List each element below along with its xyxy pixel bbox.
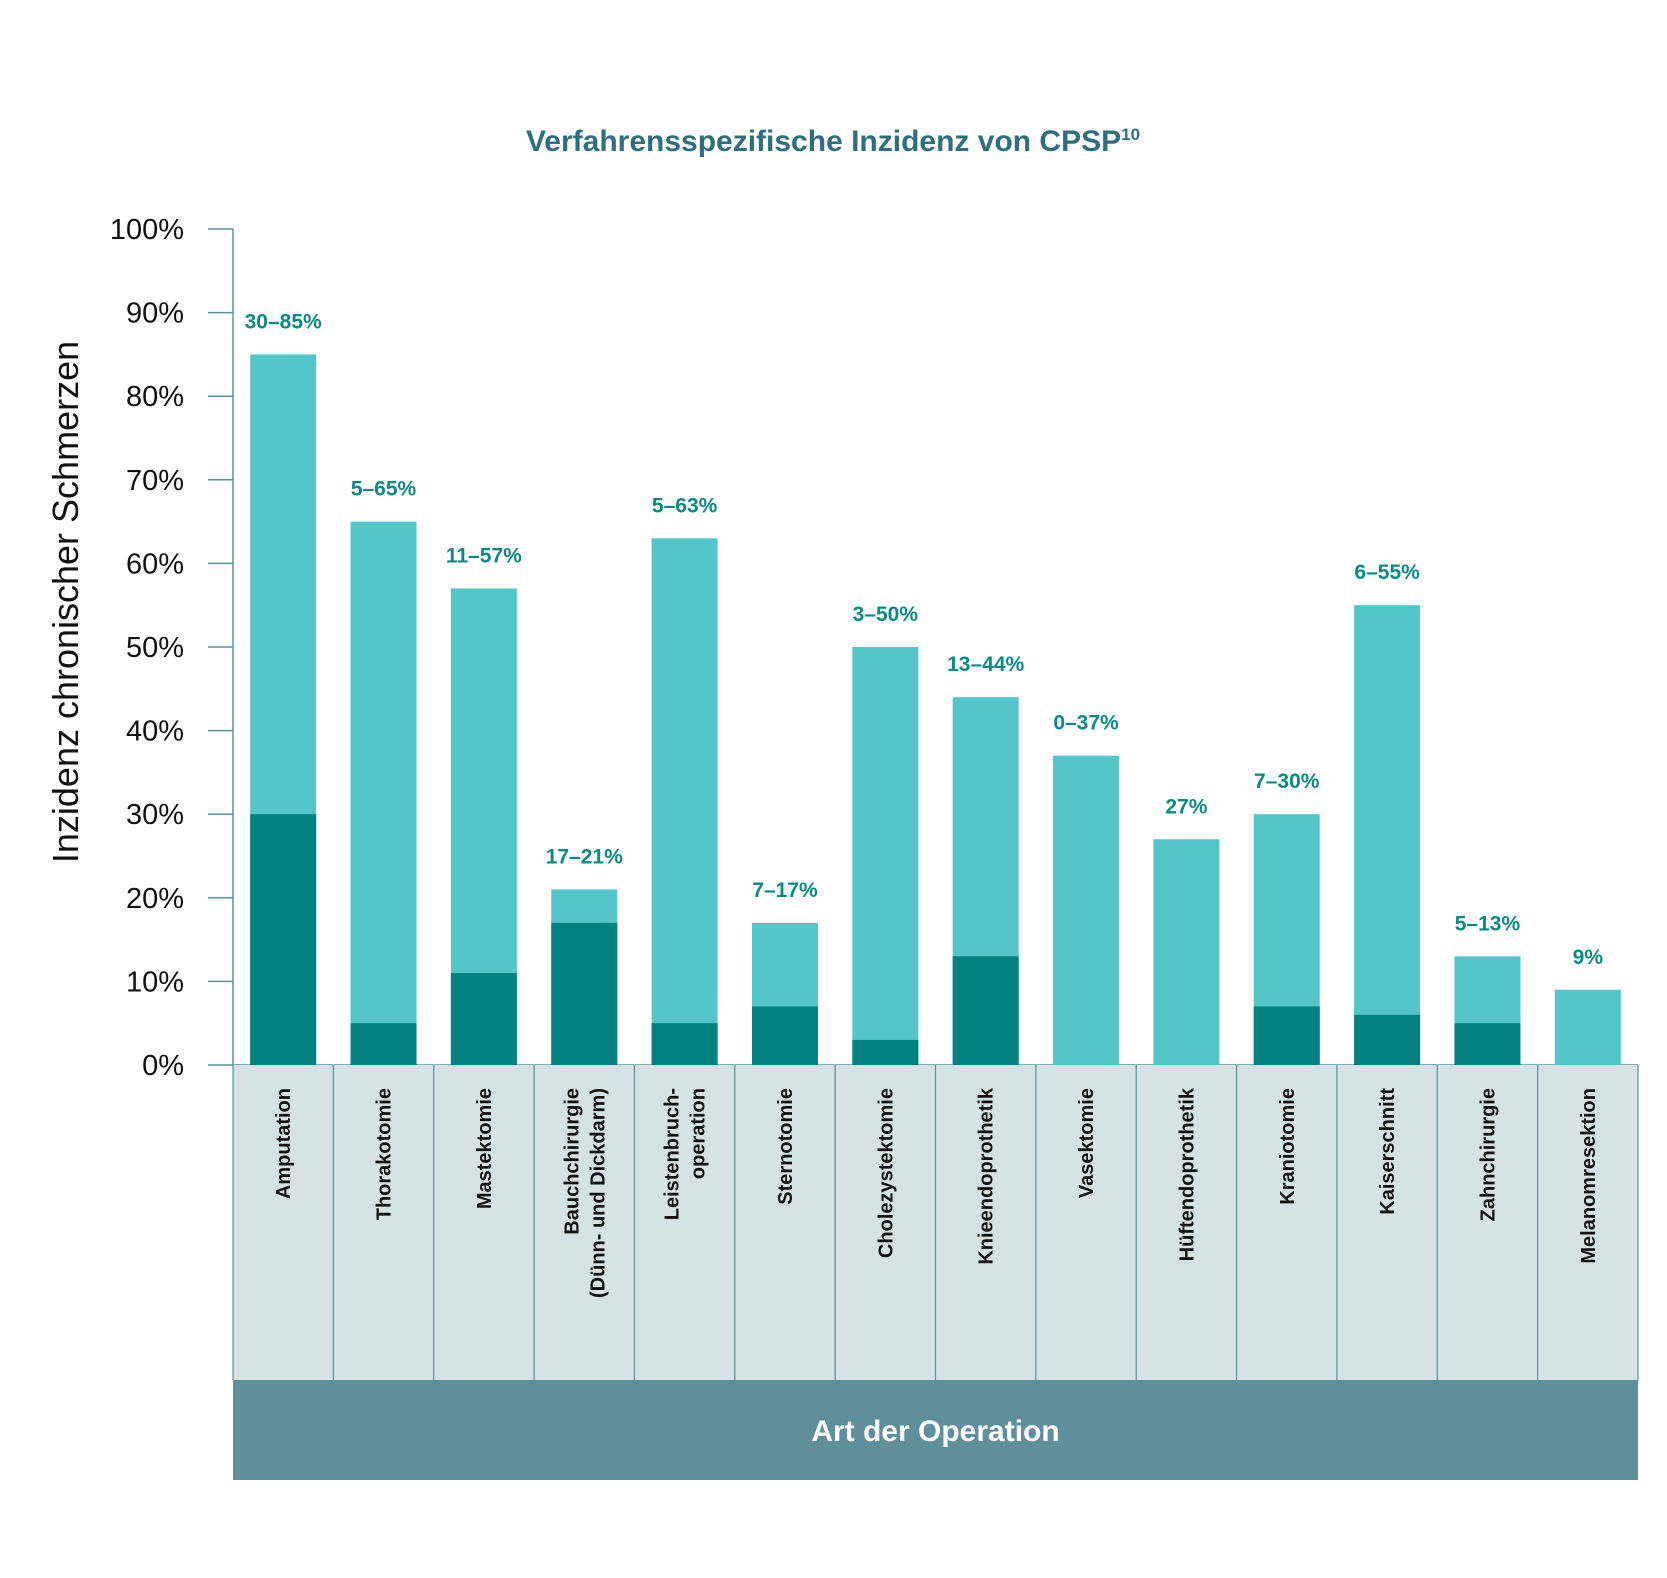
category-label-line: operation — [688, 1088, 710, 1179]
chart-title: Verfahrensspezifische Inzidenz von CPSP1… — [526, 125, 1140, 158]
y-tick-label: 30% — [126, 799, 184, 831]
category-label-line: Knieendoprothetik — [976, 1087, 998, 1265]
category-label-line: Bauchchirurgie — [561, 1088, 583, 1235]
bar-upper — [1053, 755, 1120, 1065]
x-axis-label-box: Art der Operation — [233, 1380, 1638, 1480]
category-label: Hüftendoprothetik — [1176, 1087, 1198, 1261]
category-label-line: Zahnchirurgie — [1477, 1088, 1499, 1221]
category-label: Sternotomie — [775, 1088, 797, 1205]
bar-upper — [852, 647, 919, 1065]
data-label: 7–17% — [752, 879, 818, 902]
bar-lower — [852, 1039, 919, 1065]
bar-lower — [751, 1006, 818, 1065]
category-label-line: Sternotomie — [775, 1088, 797, 1205]
bar-lower — [450, 973, 517, 1065]
bar-lower — [350, 1023, 417, 1065]
category-label: Bauchchirurgie (Dünn- und Dickdarm) — [561, 1088, 609, 1298]
bar-upper — [350, 521, 417, 1065]
bar-lower — [1354, 1014, 1421, 1065]
y-tick-label: 40% — [126, 716, 184, 748]
y-tick-label: 10% — [126, 966, 184, 998]
bars — [250, 354, 1621, 1065]
bar-lower — [651, 1023, 718, 1065]
y-tick-label: 60% — [126, 548, 184, 580]
category-label: Mastektomie — [474, 1088, 496, 1209]
bar-upper — [1153, 839, 1220, 1065]
bar-lower — [952, 956, 1019, 1065]
data-label: 5–63% — [652, 494, 718, 517]
y-tick-label: 20% — [126, 883, 184, 915]
bar-upper — [651, 538, 718, 1065]
data-label: 3–50% — [853, 603, 919, 626]
category-label: Zahnchirurgie — [1477, 1088, 1499, 1221]
category-label-line: Thorakotomie — [374, 1088, 396, 1220]
data-label: 0–37% — [1053, 712, 1119, 735]
y-axis-label: Inzidenz chronischer Schmerzen — [45, 341, 86, 863]
y-tick-label: 0% — [142, 1050, 184, 1082]
data-label: 6–55% — [1354, 561, 1420, 584]
bar-upper — [1554, 989, 1621, 1065]
category-label: Melanomresektion — [1578, 1088, 1600, 1264]
category-label: Leistenbruch-operation — [662, 1088, 710, 1220]
category-label-line: Amputation — [273, 1088, 295, 1199]
data-label: 5–13% — [1455, 912, 1521, 935]
x-axis-label-background — [233, 1380, 1638, 1480]
category-label-line: Hüftendoprothetik — [1176, 1087, 1198, 1261]
data-label: 27% — [1165, 795, 1207, 818]
category-label: Kaiserschnitt — [1377, 1088, 1399, 1215]
data-labels: 30–85% 5–65% 11–57% 17–21% 5–63% 7–17% 3–50% 13… — [245, 310, 1604, 968]
bar-lower — [250, 814, 317, 1065]
bar-lower — [1454, 1023, 1521, 1065]
category-label-line: Vasektomie — [1076, 1088, 1098, 1198]
category-panel: Amputation Thorakotomie Mastektomie Bauchch… — [232, 1065, 1639, 1380]
data-label: 11–57% — [446, 544, 522, 567]
bar-lower — [551, 922, 618, 1065]
bar-upper — [1354, 605, 1421, 1065]
data-label: 13–44% — [947, 653, 1024, 676]
category-label-line: Kaiserschnitt — [1377, 1088, 1399, 1215]
category-label: Vasektomie — [1076, 1088, 1098, 1198]
y-axis: 0% 10% 20% 30% 40% 50% 60% 70% 80% 90% 100% — [110, 214, 1638, 1082]
y-tick-label: 50% — [126, 632, 184, 664]
chart-title-text: Verfahrensspezifische Inzidenz von CPSP — [526, 125, 1121, 158]
category-label-line: (Dünn- und Dickdarm) — [587, 1088, 609, 1298]
data-label: 30–85% — [245, 310, 322, 333]
category-label-line: Mastektomie — [474, 1088, 496, 1209]
y-tick-label: 100% — [110, 214, 184, 246]
chart-title-superscript: 10 — [1121, 125, 1140, 144]
y-tick-label: 70% — [126, 465, 184, 497]
category-label: Kraniotomie — [1277, 1088, 1299, 1205]
x-axis-label: Art der Operation — [811, 1415, 1059, 1448]
category-label-line: Cholezystektomie — [875, 1088, 897, 1258]
category-label-line: Melanomresektion — [1578, 1088, 1600, 1264]
y-tick-label: 90% — [126, 298, 184, 330]
y-tick-label: 80% — [126, 381, 184, 413]
category-label: Thorakotomie — [374, 1088, 396, 1220]
category-label: Amputation — [273, 1088, 295, 1199]
data-label: 17–21% — [546, 845, 623, 868]
bar-lower — [1253, 1006, 1320, 1065]
category-label: Knieendoprothetik — [976, 1087, 998, 1265]
category-label-line: Kraniotomie — [1277, 1088, 1299, 1205]
category-label: Cholezystektomie — [875, 1088, 897, 1258]
category-label-line: Leistenbruch- — [662, 1088, 684, 1220]
data-label: 5–65% — [351, 478, 417, 501]
data-label: 7–30% — [1254, 770, 1320, 793]
data-label: 9% — [1573, 946, 1604, 969]
